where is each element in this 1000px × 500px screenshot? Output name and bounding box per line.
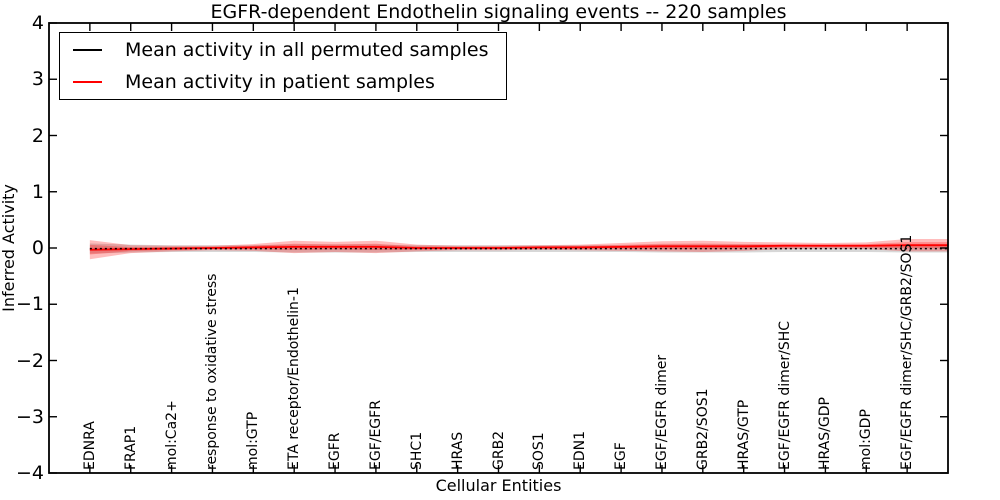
y-tick-label: 2 (31, 124, 44, 147)
x-tick-label: GRB2/SOS1 (695, 388, 711, 470)
x-tick-label: EDN1 (572, 430, 588, 470)
x-tick-label: response to oxidative stress (204, 273, 220, 470)
legend-item-permuted: Mean activity in all permuted samples (60, 36, 506, 64)
permuted-line-swatch (73, 49, 102, 52)
y-tick-label: 3 (31, 68, 44, 91)
x-tick-label: ETA receptor/Endothelin-1 (286, 287, 302, 470)
legend-item-patient: Mean activity in patient samples (60, 68, 506, 96)
y-tick-label: −3 (15, 405, 44, 428)
x-tick-label: mol:Ca2+ (164, 400, 180, 470)
x-tick-label: mol:GTP (245, 411, 261, 470)
patient-line-swatch (73, 80, 102, 83)
x-tick-label: EGF/EGFR dimer/SHC (777, 320, 793, 470)
y-tick-label: −4 (15, 462, 44, 484)
legend-item-label: Mean activity in all permuted samples (125, 39, 489, 62)
x-tick-label: EGF (613, 442, 629, 470)
y-tick-label: 1 (31, 180, 44, 203)
x-tick-label: EGF/EGFR (368, 400, 384, 470)
x-tick-label: EDNRA (82, 421, 98, 470)
x-tick-label: HRAS/GTP (736, 399, 752, 470)
x-tick-label: SOS1 (531, 432, 547, 470)
y-tick-label: 4 (31, 12, 44, 34)
x-tick-label: HRAS/GDP (817, 397, 833, 470)
patient-std-band (89, 239, 948, 260)
legend: Mean activity in all permuted samples Me… (59, 32, 507, 100)
x-axis-label: Cellular Entities (435, 476, 562, 495)
y-tick-label: −2 (15, 349, 44, 372)
x-tick-label: EGF/EGFR dimer/SHC/GRB2/SOS1 (899, 234, 915, 470)
x-tick-label: FRAP1 (123, 425, 139, 470)
y-tick-label: 0 (31, 237, 44, 259)
plot-border (48, 22, 949, 474)
patient-mean-line (89, 244, 948, 251)
x-tick-label: EGF/EGFR dimer (654, 354, 670, 470)
x-tick-label: EGFR (327, 432, 343, 470)
legend-item-label: Mean activity in patient samples (125, 70, 435, 93)
y-tick-label: −1 (15, 293, 44, 316)
x-tick-label: SHC1 (409, 431, 425, 470)
x-tick-label: HRAS (450, 431, 466, 470)
x-tick-label: GRB2 (491, 430, 507, 470)
x-tick-label: mol:GDP (858, 409, 874, 470)
chart-title: EGFR-dependent Endothelin signaling even… (210, 1, 787, 23)
